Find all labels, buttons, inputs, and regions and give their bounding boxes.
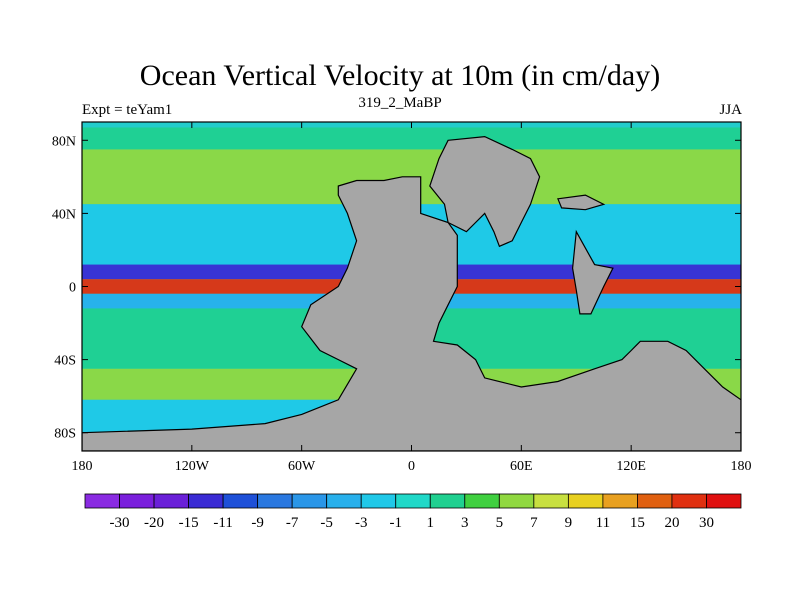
x-tick-label-1: 120W bbox=[175, 459, 210, 474]
colorbar-label-8: -1 bbox=[389, 515, 402, 531]
y-tick-label-1: 40N bbox=[52, 207, 76, 222]
colorbar-swatch-13 bbox=[533, 493, 569, 509]
colorbar-label-16: 20 bbox=[664, 515, 679, 531]
x-tick-label-5: 120E bbox=[616, 459, 646, 474]
colorbar-swatch-12 bbox=[498, 493, 535, 509]
colorbar-label-10: 3 bbox=[461, 515, 469, 531]
y-tick-label-3: 40S bbox=[54, 354, 76, 369]
northern-landmass bbox=[429, 135, 541, 248]
colorbar-swatch-7 bbox=[326, 493, 362, 509]
colorbar-swatch-10 bbox=[429, 493, 466, 509]
colorbar-label-4: -9 bbox=[251, 515, 264, 531]
eastern-island bbox=[571, 229, 614, 315]
colorbar-label-1: -20 bbox=[144, 515, 164, 531]
y-tick-label-4: 80S bbox=[54, 427, 76, 442]
colorbar-label-5: -7 bbox=[286, 515, 299, 531]
field bbox=[82, 122, 741, 451]
colorbar-swatch-4 bbox=[222, 493, 259, 509]
colorbar-label-7: -3 bbox=[355, 515, 368, 531]
colorbar-label-3: -11 bbox=[213, 515, 232, 531]
season-label: JJA bbox=[719, 102, 742, 118]
colorbar-label-14: 11 bbox=[596, 515, 610, 531]
y-tick-label-0: 80N bbox=[52, 134, 76, 149]
colorbar-swatch-17 bbox=[671, 493, 707, 509]
small-northeast-island bbox=[557, 194, 606, 211]
colorbar-swatch-14 bbox=[567, 493, 604, 509]
colorbar-swatch-11 bbox=[464, 493, 500, 509]
western-supercontinent bbox=[82, 176, 741, 451]
colorbar-label-9: 1 bbox=[427, 515, 435, 531]
run-label: 319_2_MaBP bbox=[358, 95, 442, 111]
colorbar-swatch-2 bbox=[153, 493, 189, 509]
x-tick-label-2: 60W bbox=[288, 459, 316, 474]
colorbar-label-6: -5 bbox=[320, 515, 333, 531]
velocity-band-0 bbox=[82, 127, 741, 150]
colorbar-label-17: 30 bbox=[699, 515, 714, 531]
x-tick-label-3: 0 bbox=[408, 459, 415, 474]
colorbar-label-12: 7 bbox=[530, 515, 538, 531]
chart-title: Ocean Vertical Velocity at 10m (in cm/da… bbox=[139, 59, 661, 92]
colorbar-swatch-1 bbox=[119, 493, 155, 509]
colorbar-label-13: 9 bbox=[565, 515, 573, 531]
experiment-label: Expt = teYam1 bbox=[82, 102, 173, 118]
x-tick-label-4: 60E bbox=[510, 459, 533, 474]
x-tick-label-0: 180 bbox=[72, 459, 93, 474]
colorbar-label-2: -15 bbox=[179, 515, 199, 531]
colorbar-swatch-9 bbox=[395, 493, 431, 509]
colorbar-label-0: -30 bbox=[110, 515, 130, 531]
colorbar-swatch-16 bbox=[637, 493, 673, 509]
y-tick-label-2: 0 bbox=[69, 281, 76, 296]
colorbar-swatch-6 bbox=[291, 493, 328, 509]
colorbar-label-15: 15 bbox=[630, 515, 645, 531]
colorbar-swatch-5 bbox=[257, 493, 293, 509]
colorbar-swatch-0 bbox=[84, 493, 120, 509]
colorbar-swatch-15 bbox=[602, 493, 638, 509]
colorbar-label-11: 5 bbox=[496, 515, 504, 531]
colorbar-swatch-18 bbox=[706, 493, 742, 509]
colorbar-swatch-8 bbox=[360, 493, 397, 509]
colorbar-swatch-3 bbox=[188, 493, 224, 509]
x-tick-label-6: 180 bbox=[731, 459, 752, 474]
